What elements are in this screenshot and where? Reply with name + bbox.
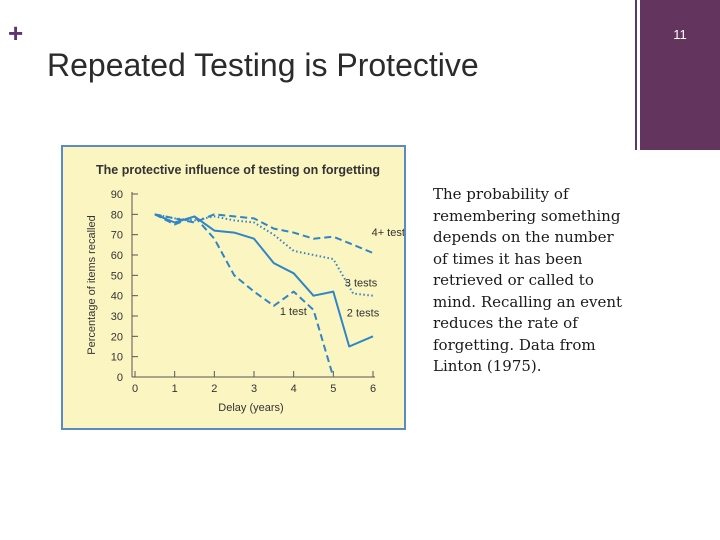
chart-title: The protective influence of testing on f… bbox=[96, 163, 380, 177]
series-label-3: 2 tests bbox=[347, 307, 380, 319]
x-tick-label: 2 bbox=[211, 383, 217, 395]
y-tick-label: 60 bbox=[111, 250, 123, 262]
x-tick-label: 5 bbox=[330, 383, 336, 395]
chart-svg: The protective influence of testing on f… bbox=[86, 163, 404, 414]
x-tick-label: 6 bbox=[370, 383, 376, 395]
x-tick-label: 3 bbox=[251, 383, 257, 395]
y-tick-label: 80 bbox=[111, 209, 123, 221]
series-line-2 bbox=[154, 213, 374, 297]
series-line-1 bbox=[154, 213, 374, 254]
series-label-2: 3 tests bbox=[345, 278, 378, 290]
series-line-3 bbox=[154, 213, 374, 348]
y-tick-label: 50 bbox=[111, 270, 123, 282]
x-tick-label: 4 bbox=[291, 383, 297, 395]
series-label-4: 1 test bbox=[280, 306, 307, 318]
y-tick-label: 70 bbox=[111, 230, 123, 242]
y-tick-label: 30 bbox=[111, 311, 123, 323]
page-number: 11 bbox=[673, 27, 687, 42]
side-band bbox=[640, 0, 720, 150]
x-axis-label: Delay (years) bbox=[218, 402, 283, 414]
x-tick-label: 0 bbox=[132, 383, 138, 395]
series-label-1: 4+ tests bbox=[372, 227, 404, 239]
x-tick-label: 1 bbox=[172, 383, 178, 395]
y-tick-label: 0 bbox=[117, 372, 123, 384]
plus-mark: + bbox=[8, 18, 24, 48]
y-tick-label: 90 bbox=[111, 189, 123, 201]
y-tick-label: 40 bbox=[111, 291, 123, 303]
chart-figure: The protective influence of testing on f… bbox=[61, 145, 406, 430]
y-axis-label: Percentage of items recalled bbox=[86, 215, 98, 354]
slide-title: Repeated Testing is Protective bbox=[47, 47, 479, 83]
side-rule bbox=[635, 0, 637, 150]
y-tick-label: 20 bbox=[111, 331, 123, 343]
caption-text: The probability of remembering something… bbox=[433, 185, 623, 375]
y-tick-label: 10 bbox=[111, 352, 123, 364]
series-line-4 bbox=[154, 213, 335, 378]
